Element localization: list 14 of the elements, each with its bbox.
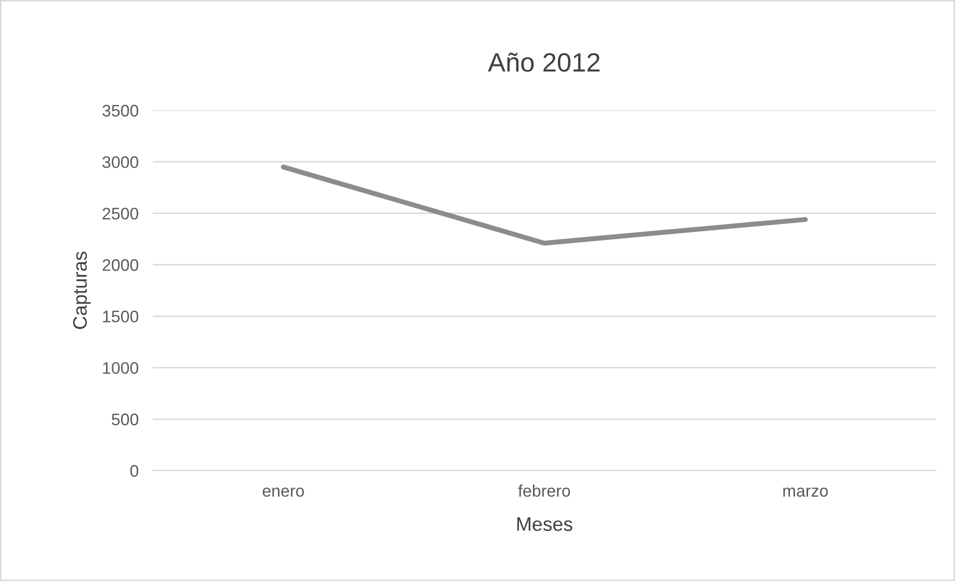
y-tick-label: 1500 bbox=[103, 310, 138, 322]
chart-title: Año 2012 bbox=[488, 52, 600, 72]
y-tick-label: 2000 bbox=[102, 259, 138, 271]
y-axis-title: Capturas bbox=[73, 252, 91, 329]
x-tick-label: marzo bbox=[783, 488, 828, 497]
x-tick-label: enero bbox=[262, 488, 304, 497]
y-tick-label: 0 bbox=[130, 465, 138, 477]
x-tick-label: febrero bbox=[518, 484, 570, 497]
y-tick-label: 2500 bbox=[102, 208, 138, 220]
y-tick-label: 500 bbox=[112, 414, 138, 426]
y-tick-label: 3000 bbox=[102, 156, 138, 168]
y-tick-label: 3500 bbox=[102, 104, 138, 117]
y-tick-label: 1000 bbox=[103, 362, 138, 374]
x-axis-title: Meses bbox=[517, 517, 572, 531]
